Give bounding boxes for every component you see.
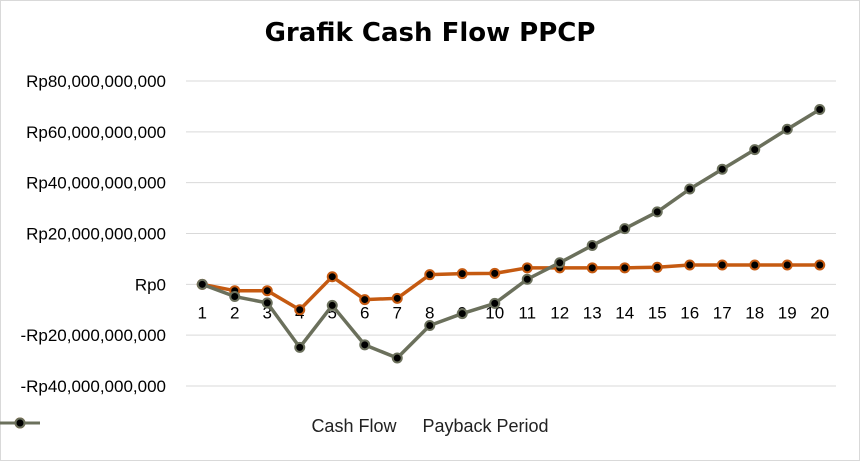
x-tick-label: 11 <box>518 303 536 322</box>
data-point-payback-period <box>749 144 761 156</box>
data-point-payback-period <box>521 273 533 285</box>
chart-legend: Cash Flow Payback Period <box>0 416 860 437</box>
legend-label-payback-period: Payback Period <box>422 416 549 436</box>
data-point-cash-flow <box>359 294 371 306</box>
data-point-cash-flow <box>424 269 436 281</box>
x-tick-label: 18 <box>745 303 764 322</box>
y-tick-label: Rp0 <box>135 275 166 294</box>
x-tick-label: 5 <box>328 303 337 322</box>
data-point-cash-flow <box>586 262 598 274</box>
series-line-payback-period <box>201 107 821 360</box>
data-point-cash-flow <box>814 259 826 271</box>
legend-swatch-payback-period <box>0 417 40 429</box>
data-point-cash-flow <box>619 262 631 274</box>
x-tick-label: 16 <box>680 303 699 322</box>
data-point-payback-period <box>781 123 793 135</box>
data-point-cash-flow <box>456 268 468 280</box>
data-point-cash-flow <box>294 304 306 316</box>
x-tick-label: 15 <box>648 303 667 322</box>
y-tick-label: -Rp20,000,000,000 <box>20 326 166 345</box>
x-tick-label: 7 <box>393 303 402 322</box>
data-point-cash-flow <box>781 259 793 271</box>
x-tick-label: 12 <box>550 303 569 322</box>
data-point-payback-period <box>261 297 273 309</box>
data-point-payback-period <box>814 103 826 115</box>
x-tick-label: 13 <box>583 303 602 322</box>
data-point-cash-flow <box>749 259 761 271</box>
data-point-payback-period <box>196 278 208 290</box>
x-tick-label: 1 <box>198 303 207 322</box>
legend-item-cash-flow: Cash Flow <box>0 416 397 437</box>
data-point-payback-period <box>326 299 338 311</box>
data-point-payback-period <box>684 183 696 195</box>
x-tick-label: 3 <box>263 303 272 322</box>
data-point-payback-period <box>456 308 468 320</box>
data-point-cash-flow <box>261 285 273 297</box>
y-tick-label: Rp80,000,000,000 <box>26 72 166 91</box>
data-point-payback-period <box>391 352 403 364</box>
data-point-payback-period <box>651 206 663 218</box>
data-point-payback-period <box>716 163 728 175</box>
data-point-cash-flow <box>326 271 338 283</box>
legend-label-cash-flow: Cash Flow <box>311 416 397 436</box>
x-tick-label: 17 <box>713 303 732 322</box>
x-tick-label: 14 <box>615 303 634 322</box>
chart-title: Grafik Cash Flow PPCP <box>264 18 596 48</box>
data-point-cash-flow <box>716 259 728 271</box>
data-point-cash-flow <box>521 262 533 274</box>
y-tick-label: Rp40,000,000,000 <box>26 174 166 193</box>
data-point-payback-period <box>359 339 371 351</box>
data-point-payback-period <box>619 223 631 235</box>
y-tick-label: Rp60,000,000,000 <box>26 123 166 142</box>
x-tick-label: 2 <box>230 303 239 322</box>
x-tick-label: 19 <box>778 303 797 322</box>
x-tick-label: 20 <box>810 303 829 322</box>
data-point-cash-flow <box>684 259 696 271</box>
data-point-cash-flow <box>651 261 663 273</box>
x-tick-label: 6 <box>360 303 369 322</box>
data-point-payback-period <box>586 239 598 251</box>
data-point-payback-period <box>489 297 501 309</box>
legend-item-payback-period: Payback Period <box>0 416 549 437</box>
y-tick-label: -Rp40,000,000,000 <box>20 377 166 396</box>
data-point-payback-period <box>229 291 241 303</box>
y-tick-label: Rp20,000,000,000 <box>26 225 166 244</box>
x-tick-label: 10 <box>485 303 504 322</box>
x-tick-label: 8 <box>425 303 434 322</box>
data-point-cash-flow <box>391 292 403 304</box>
data-point-cash-flow <box>489 267 501 279</box>
data-point-payback-period <box>424 320 436 332</box>
data-point-payback-period <box>294 341 306 353</box>
data-point-payback-period <box>554 257 566 269</box>
